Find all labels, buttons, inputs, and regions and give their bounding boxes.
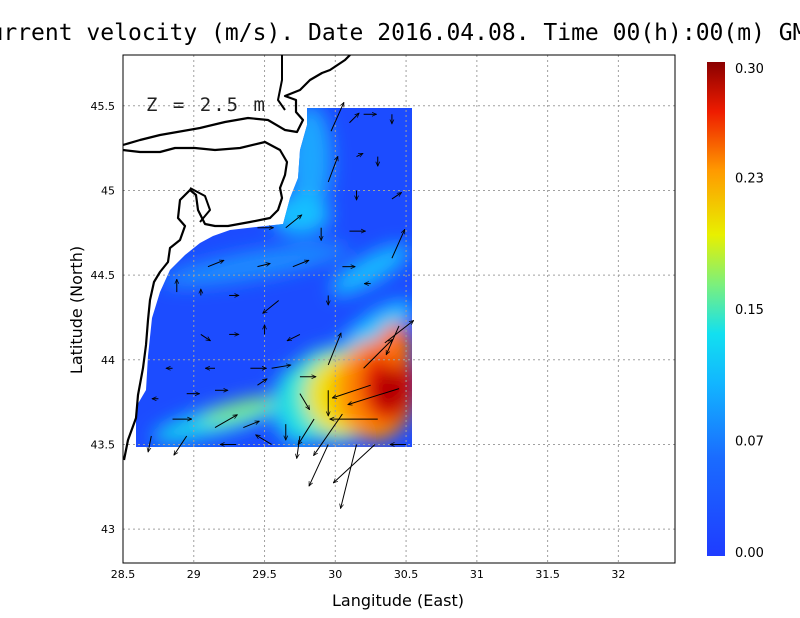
velocity-arrow [299,393,310,410]
x-tick-label: 30.5 [394,568,419,581]
velocity-arrow [384,320,414,344]
x-axis-label: Langitude (East) [332,591,464,610]
velocity-arrow [332,384,371,398]
velocity-arrow [297,435,301,458]
velocity-arrow [391,193,402,200]
x-tick-label: 32 [611,568,625,581]
velocity-arrow [348,388,400,405]
coastline [123,55,351,461]
velocity-arrow [200,333,211,340]
x-tick-label: 31.5 [535,568,560,581]
velocity-arrow [330,102,345,132]
velocity-arrow [327,156,338,183]
colorbar [707,62,725,556]
velocity-arrow [263,300,280,314]
velocity-arrow [285,215,302,229]
velocity-arrow [333,444,376,482]
velocity-arrow [148,435,152,452]
y-tick-label: 43 [101,523,115,536]
velocity-arrow [363,339,393,369]
x-tick-labels: 28.5 29 29.5 30 30.5 31 31.5 32 [111,568,626,581]
velocity-arrow [349,113,359,124]
x-tick-label: 29.5 [252,568,277,581]
y-tick-label: 44 [101,354,115,367]
velocity-arrow [298,418,315,445]
chart-title: Current velocity (m/s). Date 2016.04.08.… [0,20,800,46]
colorbar-tick-label: 0.30 [735,62,764,77]
y-tick-labels: 43 43.5 44 44.5 45 45.5 [91,100,116,536]
velocity-vectors [148,102,414,508]
velocity-arrow [271,365,291,369]
colorbar-tick-labels: 0.00 0.07 0.15 0.23 0.30 [735,62,764,561]
y-tick-label: 45.5 [91,100,116,113]
plot-frame [122,54,676,564]
grid-lines [123,55,675,563]
x-tick-label: 31 [470,568,484,581]
colorbar-tick-label: 0.07 [735,435,764,450]
x-tick-label: 28.5 [111,568,136,581]
velocity-arrow [207,260,224,268]
velocity-arrow [314,413,343,456]
velocity-arrow [327,333,341,366]
y-tick-label: 44.5 [91,269,116,282]
velocity-arrow [292,260,309,268]
y-tick-label: 45 [101,184,115,197]
colorbar-tick-label: 0.23 [735,171,764,186]
velocity-arrow [308,444,329,486]
velocity-arrow [174,435,188,455]
velocity-arrow [243,421,259,428]
velocity-arrow [257,263,270,268]
velocity-arrow [257,379,267,386]
colorbar-tick-label: 0.00 [735,546,764,561]
y-axis-label: Latitude (North) [67,246,86,374]
velocity-arrow [391,229,406,259]
velocity-arrow [356,152,363,156]
depth-label: Z = 2.5 m [146,94,267,116]
velocity-arrow [341,444,358,508]
y-tick-label: 43.5 [91,438,116,451]
x-tick-label: 30 [328,568,342,581]
velocity-arrow [287,333,301,342]
colorbar-tick-label: 0.15 [735,303,764,318]
x-tick-label: 29 [187,568,201,581]
velocity-arrow [256,435,272,445]
velocity-arrow [214,414,237,428]
